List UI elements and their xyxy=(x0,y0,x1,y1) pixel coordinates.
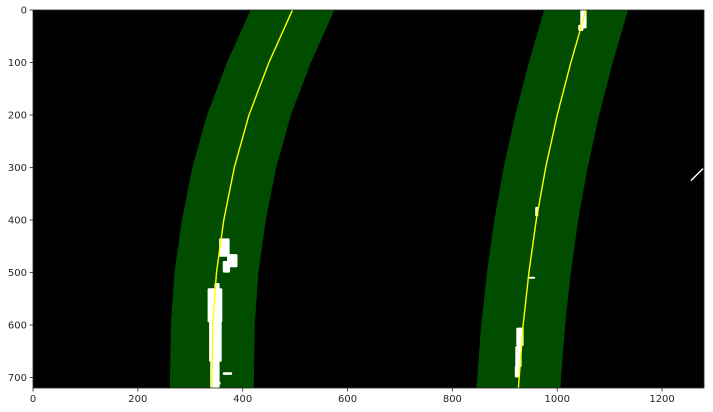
lane-pixel-streak-0 xyxy=(690,168,704,182)
fit-line-right xyxy=(517,10,587,388)
x-tick-label: 1000 xyxy=(544,394,569,405)
x-tick-label: 0 xyxy=(30,394,36,405)
y-tick-label: 400 xyxy=(8,216,27,227)
lane-pixel-blob-0 xyxy=(219,238,230,257)
lane-pixel-blob-3 xyxy=(207,288,223,323)
fit-line-left xyxy=(211,10,294,388)
y-tick-label: 0 xyxy=(21,6,27,17)
search-window-right xyxy=(476,10,628,388)
image-content xyxy=(169,10,704,388)
x-axis: 0 200 400 600 800 1000 1200 xyxy=(30,388,675,405)
x-tick-label: 800 xyxy=(443,394,462,405)
y-axis: 0 100 200 300 400 500 600 700 xyxy=(8,6,33,384)
axes-frame xyxy=(32,9,705,389)
lane-pixel-blob-15 xyxy=(514,365,520,378)
y-tick-label: 100 xyxy=(8,58,27,69)
plot-area xyxy=(32,9,705,389)
lane-pixel-blob-12 xyxy=(527,276,536,279)
x-tick-label: 200 xyxy=(128,394,147,405)
y-tick-label: 300 xyxy=(8,163,27,174)
y-tick-label: 600 xyxy=(8,321,27,332)
x-tick-label: 1200 xyxy=(649,394,674,405)
y-tick-label: 700 xyxy=(8,373,27,384)
x-tick-label: 600 xyxy=(338,394,357,405)
fit-lines xyxy=(211,10,587,388)
lane-pixel-blob-2 xyxy=(222,261,231,273)
lane-pixel-blob-8 xyxy=(222,372,233,375)
lane-pixel-blob-4 xyxy=(209,319,222,362)
y-tick-label: 200 xyxy=(8,111,27,122)
lane-pixel-blob-7 xyxy=(215,381,221,385)
y-tick-label: 500 xyxy=(8,268,27,279)
x-tick-label: 400 xyxy=(233,394,252,405)
